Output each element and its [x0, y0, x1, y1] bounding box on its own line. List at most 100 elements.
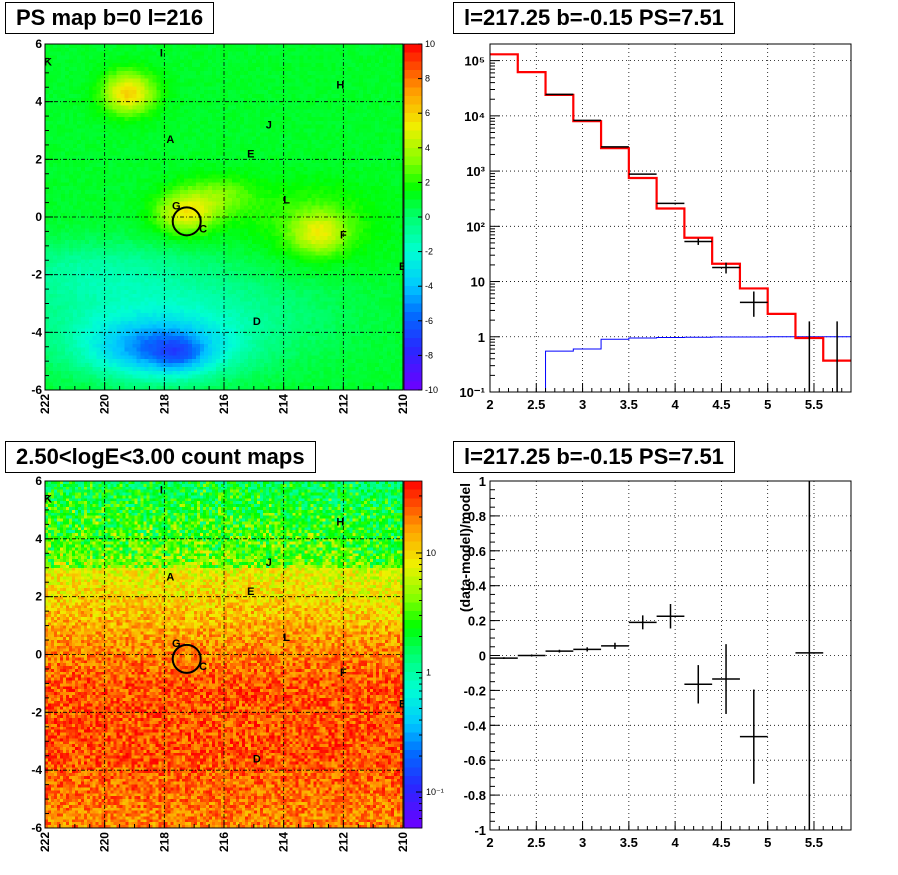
heatmap-cell — [184, 378, 188, 382]
heatmap-cell — [168, 159, 172, 163]
heatmap-cell — [200, 59, 204, 63]
heatmap-cell — [61, 252, 65, 256]
heatmap-cell — [97, 71, 101, 75]
heatmap-cell — [144, 279, 148, 283]
heatmap-cell — [176, 290, 180, 294]
heatmap-cell — [228, 113, 232, 117]
heatmap-cell — [77, 129, 81, 133]
heatmap-cell — [136, 221, 140, 225]
heatmap-cell — [140, 94, 144, 98]
heatmap-cell — [77, 67, 81, 71]
heatmap-cell — [252, 236, 256, 240]
heatmap-cell — [113, 152, 117, 156]
heatmap-cell — [252, 205, 256, 209]
heatmap-cell — [212, 56, 216, 60]
heatmap-cell — [152, 332, 156, 336]
heatmap-cell — [168, 255, 172, 259]
heatmap-cell — [140, 221, 144, 225]
heatmap-cell — [188, 136, 192, 140]
heatmap-cell — [196, 309, 200, 313]
heatmap-cell — [65, 198, 69, 202]
heatmap-cell — [129, 167, 133, 171]
heatmap-cell — [73, 325, 77, 329]
heatmap-cell — [148, 125, 152, 129]
heatmap-cell — [53, 275, 57, 279]
heatmap-cell — [248, 340, 252, 344]
heatmap-cell — [260, 194, 264, 198]
heatmap-cell — [200, 259, 204, 263]
heatmap-cell — [144, 48, 148, 52]
heatmap-cell — [156, 129, 160, 133]
heatmap-cell — [264, 59, 268, 63]
heatmap-cell — [97, 148, 101, 152]
heatmap-cell — [73, 255, 77, 259]
heatmap-cell — [129, 94, 133, 98]
heatmap-cell — [216, 263, 220, 267]
heatmap-cell — [212, 159, 216, 163]
heatmap-cell — [204, 140, 208, 144]
heatmap-cell — [204, 121, 208, 125]
heatmap-cell — [77, 202, 81, 206]
heatmap-cell — [113, 336, 117, 340]
heatmap-cell — [136, 136, 140, 140]
heatmap-cell — [133, 378, 137, 382]
heatmap-cell — [192, 332, 196, 336]
heatmap-cell — [53, 198, 57, 202]
heatmap-cell — [212, 79, 216, 83]
heatmap-cell — [65, 367, 69, 371]
heatmap-cell — [136, 75, 140, 79]
heatmap-cell — [156, 221, 160, 225]
heatmap-cell — [81, 159, 85, 163]
heatmap-cell — [232, 109, 236, 113]
heatmap-cell — [256, 125, 260, 129]
heatmap-cell — [176, 136, 180, 140]
heatmap-cell — [85, 98, 89, 102]
heatmap-cell — [81, 355, 85, 359]
heatmap-cell — [252, 125, 256, 129]
heatmap-cell — [232, 106, 236, 110]
heatmap-cell — [144, 202, 148, 206]
heatmap-cell — [212, 205, 216, 209]
heatmap-cell — [125, 248, 129, 252]
heatmap-cell — [49, 102, 53, 106]
heatmap-cell — [236, 202, 240, 206]
heatmap-cell — [200, 298, 204, 302]
heatmap-cell — [144, 317, 148, 321]
heatmap-cell — [117, 71, 121, 75]
heatmap-cell — [117, 378, 121, 382]
heatmap-cell — [248, 167, 252, 171]
heatmap-cell — [232, 159, 236, 163]
heatmap-cell — [144, 344, 148, 348]
heatmap-cell — [228, 344, 232, 348]
heatmap-cell — [81, 209, 85, 213]
heatmap-cell — [97, 332, 101, 336]
heatmap-cell — [133, 240, 137, 244]
heatmap-cell — [216, 163, 220, 167]
heatmap-cell — [89, 144, 93, 148]
heatmap-cell — [136, 286, 140, 290]
heatmap-cell — [49, 344, 53, 348]
heatmap-cell — [121, 325, 125, 329]
heatmap-cell — [200, 90, 204, 94]
heatmap-cell — [192, 171, 196, 175]
heatmap-cell — [69, 259, 73, 263]
heatmap-cell — [133, 255, 137, 259]
heatmap-cell — [248, 129, 252, 133]
heatmap-cell — [140, 109, 144, 113]
heatmap-cell — [232, 82, 236, 86]
heatmap-cell — [81, 179, 85, 183]
heatmap-cell — [188, 255, 192, 259]
heatmap-cell — [97, 255, 101, 259]
heatmap-cell — [208, 94, 212, 98]
heatmap-cell — [144, 194, 148, 198]
heatmap-cell — [156, 75, 160, 79]
heatmap-cell — [212, 113, 216, 117]
heatmap-cell — [184, 67, 188, 71]
heatmap-cell — [129, 113, 133, 117]
heatmap-cell — [129, 229, 133, 233]
heatmap-cell — [188, 71, 192, 75]
heatmap-cell — [117, 52, 121, 56]
heatmap-cell — [200, 332, 204, 336]
heatmap-cell — [117, 352, 121, 356]
heatmap-cell — [152, 194, 156, 198]
